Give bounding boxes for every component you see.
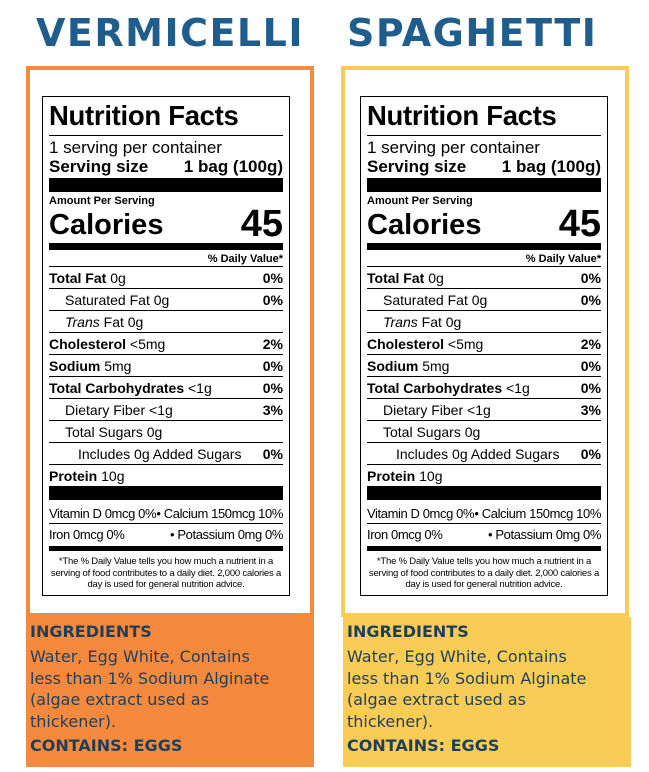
calories-row: Calories 45 — [367, 203, 601, 245]
nutrition-label: Nutrition Facts 1 serving per container … — [360, 96, 608, 596]
ingredients-heading: INGREDIENTS — [347, 622, 469, 641]
ingredients-line: Water, Egg White, Contains — [347, 647, 567, 666]
ingredients-line: (algae extract used as — [347, 690, 526, 709]
nutrient-row: Trans Fat 0g — [367, 310, 601, 332]
calories-value: 45 — [558, 203, 601, 245]
nutrient-row: Includes 0g Added Sugars 0% — [367, 442, 601, 464]
nutrient-row: Saturated Fat 0g 0% — [367, 288, 601, 310]
allergen-contains: CONTAINS: EGGS — [347, 736, 500, 755]
calories-row: Calories 45 — [49, 203, 283, 245]
nutrient-row: Cholesterol <5mg 2% — [49, 332, 283, 354]
nutrient-row: Total Sugars 0g — [49, 420, 283, 442]
product-title-vermicelli: VERMICELLI — [36, 11, 304, 55]
ingredients-box-spaghetti: INGREDIENTS Water, Egg White, Contains l… — [343, 617, 631, 767]
product-title-spaghetti: SPAGHETTI — [347, 11, 598, 55]
nutrient-row: Total Sugars 0g — [367, 420, 601, 442]
allergen-contains: CONTAINS: EGGS — [30, 736, 183, 755]
ingredients-line: less than 1% Sodium Alginate — [30, 668, 270, 688]
vitamin-row: Iron 0mcg 0% • Potassium 0mg 0% — [367, 523, 601, 544]
nutrient-row: Dietary Fiber <1g 3% — [49, 398, 283, 420]
vitamin-row: Vitamin D 0mcg 0% • Calcium 150mcg 10% — [49, 505, 283, 521]
vitamin-row: Iron 0mcg 0% • Potassium 0mg 0% — [49, 523, 283, 544]
daily-value-header: % Daily Value* — [525, 253, 601, 265]
ingredients-box-vermicelli: INGREDIENTS Water, Egg White, Contains l… — [26, 617, 314, 767]
nutrient-row: Total Fat 0g 0% — [367, 266, 601, 288]
ingredients-line: less than 1% Sodium Alginate — [347, 668, 587, 688]
nutrient-row: Sodium 5mg 0% — [49, 354, 283, 376]
ingredients-line: thickener). — [347, 711, 434, 731]
nutrient-row: Total Carbohydrates <1g 0% — [49, 376, 283, 398]
nutrient-row: Dietary Fiber <1g 3% — [367, 398, 601, 420]
ingredients-line: (algae extract used as — [30, 690, 209, 709]
servings-per-container: 1 serving per container — [49, 138, 222, 157]
amount-per-serving: Amount Per Serving — [49, 195, 155, 207]
ingredients-heading: INGREDIENTS — [30, 622, 152, 641]
calories-label: Calories — [49, 209, 164, 241]
serving-size-value: 1 bag (100g) — [183, 157, 283, 176]
ingredients-line: thickener). — [30, 711, 117, 731]
servings-per-container: 1 serving per container — [367, 138, 540, 157]
nutrition-panel-spaghetti: Nutrition Facts 1 serving per container … — [341, 66, 629, 617]
nutrient-row: Trans Fat 0g — [49, 310, 283, 332]
serving-size-label: Serving size — [49, 157, 149, 176]
daily-value-footnote: *The % Daily Value tells you how much a … — [368, 556, 600, 590]
daily-value-footnote: *The % Daily Value tells you how much a … — [50, 556, 282, 590]
nutrient-row: Protein 10g — [367, 464, 601, 486]
serving-size-value: 1 bag (100g) — [501, 157, 601, 176]
nutrient-row: Total Carbohydrates <1g 0% — [367, 376, 601, 398]
nutrition-panel-vermicelli: Nutrition Facts 1 serving per container … — [26, 66, 314, 617]
serving-size-row: Serving size 1 bag (100g) — [367, 157, 601, 176]
calories-value: 45 — [240, 203, 283, 245]
ingredients-line: Water, Egg White, Contains — [30, 647, 250, 666]
nutrient-row: Cholesterol <5mg 2% — [367, 332, 601, 354]
nutrient-row: Sodium 5mg 0% — [367, 354, 601, 376]
serving-size-label: Serving size — [367, 157, 467, 176]
daily-value-header: % Daily Value* — [207, 253, 283, 265]
nutrition-label: Nutrition Facts 1 serving per container … — [42, 96, 290, 596]
nutrient-row: Protein 10g — [49, 464, 283, 486]
nutrition-facts-title: Nutrition Facts — [49, 100, 239, 131]
nutrition-facts-title: Nutrition Facts — [367, 100, 557, 131]
amount-per-serving: Amount Per Serving — [367, 195, 473, 207]
vitamin-row: Vitamin D 0mcg 0% • Calcium 150mcg 10% — [367, 505, 601, 521]
nutrient-row: Includes 0g Added Sugars 0% — [49, 442, 283, 464]
calories-label: Calories — [367, 209, 482, 241]
nutrient-row: Saturated Fat 0g 0% — [49, 288, 283, 310]
serving-size-row: Serving size 1 bag (100g) — [49, 157, 283, 176]
nutrient-row: Total Fat 0g 0% — [49, 266, 283, 288]
